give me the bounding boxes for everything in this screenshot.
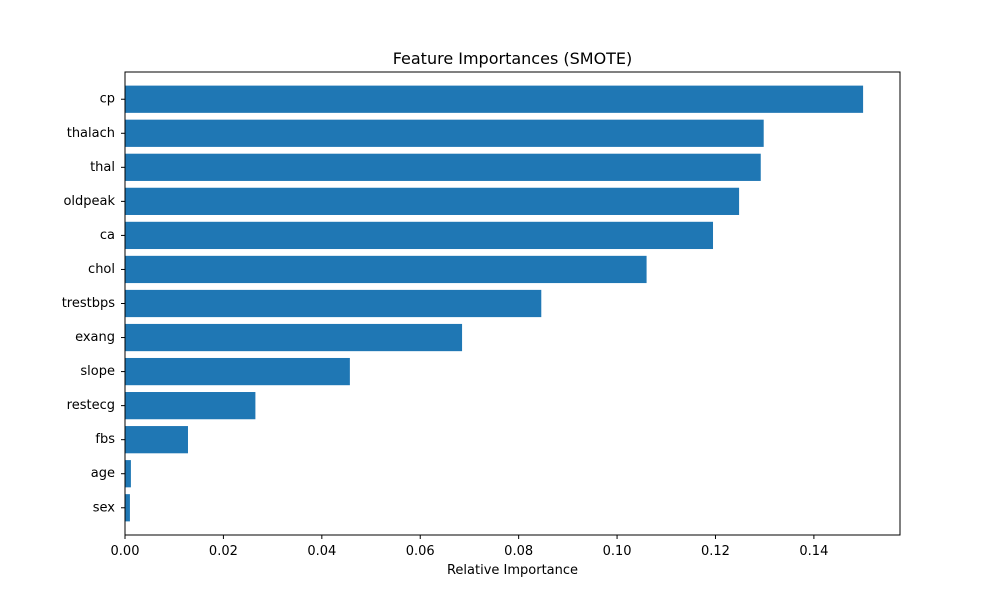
chart-title: Feature Importances (SMOTE) [393,49,633,68]
x-tick-label: 0.04 [307,544,336,559]
bar-oldpeak [125,187,740,215]
plot-frame [124,71,901,536]
y-axis-ticks: cp thalach thal oldpeak ca chol trestbps exang s… [62,92,125,515]
y-tick-label: chol [88,262,115,277]
x-axis-ticks: 0.00 0.02 0.04 0.06 0.08 0.10 0.12 0.14 [111,535,828,559]
y-tick-label: slope [80,364,115,379]
y-tick-label: thal [90,160,115,175]
y-tick-label: exang [75,330,115,345]
bars-group [125,85,864,522]
y-tick-label: ca [100,228,115,243]
x-tick-label: 0.12 [701,544,730,559]
y-tick-label: sex [93,500,116,515]
x-tick-label: 0.14 [799,544,828,559]
y-tick-label: age [91,466,115,481]
y-tick-label: trestbps [62,296,116,311]
bar-cp [125,85,864,113]
y-tick-label: thalach [67,126,115,141]
bar-slope [125,357,350,386]
bar-ca [125,221,714,250]
y-tick-label: oldpeak [63,194,115,209]
bar-thalach [125,119,764,147]
bar-chol [125,255,647,284]
y-tick-label: restecg [67,398,115,413]
x-axis-label: Relative Importance [447,563,578,578]
bar-age [125,460,131,488]
bar-exang [125,323,463,352]
y-tick-label: fbs [95,432,115,447]
bar-trestbps [125,289,542,318]
x-tick-label: 0.00 [111,544,140,559]
bar-thal [125,153,761,181]
bar-restecg [125,392,256,420]
bar-fbs [125,426,188,454]
bar-sex [125,494,130,522]
x-tick-label: 0.10 [603,544,632,559]
x-tick-label: 0.02 [209,544,238,559]
y-tick-label: cp [100,92,115,107]
x-tick-label: 0.06 [406,544,435,559]
x-tick-label: 0.08 [504,544,533,559]
